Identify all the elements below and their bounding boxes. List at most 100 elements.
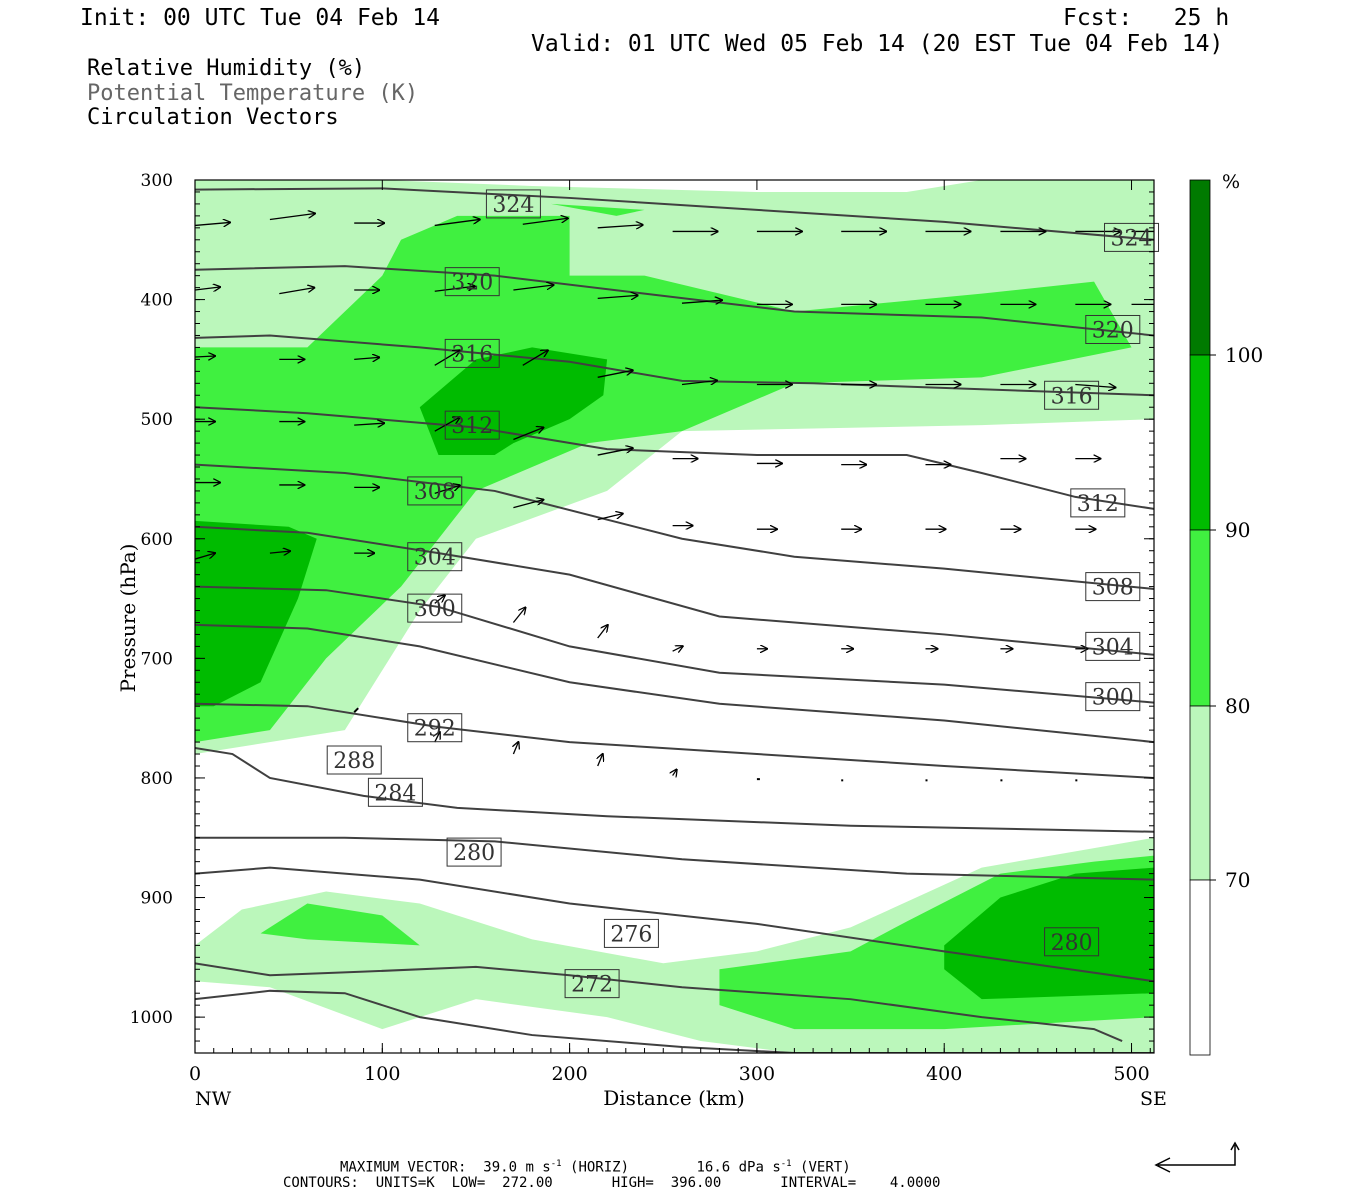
axis-layer: 0 100 200 300 400 500 300 400 500 600 700 800 900 100… — [130, 171, 1154, 1085]
contour-label-324: 324 — [492, 193, 534, 218]
vector — [195, 287, 220, 290]
contour-label-box — [603, 918, 659, 948]
theta-contour-layer — [195, 187, 1154, 1053]
contour-label-box — [564, 969, 620, 999]
colorbar-segment — [1189, 879, 1211, 1056]
contour-label-312: 312 — [451, 414, 493, 439]
contour-label-box — [444, 410, 500, 440]
contour-label-324: 324 — [1111, 226, 1153, 251]
vector — [522, 218, 568, 225]
theta-contour-288 — [195, 747, 1154, 833]
contour-label-300: 300 — [414, 597, 456, 622]
vector — [522, 350, 548, 366]
theta-contour-284 — [195, 836, 1154, 881]
y-tick-label: 500 — [141, 410, 173, 430]
max-vector-note: MAXIMUM VECTOR: 39.0 m s-1 (HORIZ) 16.6 … — [340, 1159, 851, 1176]
theta-contour-296 — [195, 623, 1154, 744]
legend-circulation-vectors: Circulation Vectors — [87, 105, 339, 130]
reference-vector-icon — [1154, 1141, 1240, 1173]
colorbar-segment — [1189, 354, 1211, 531]
colorbar-label: 70 — [1225, 868, 1250, 892]
contour-label-box — [367, 777, 423, 807]
contour-label-308: 308 — [414, 480, 456, 505]
vector — [434, 219, 480, 227]
x-tick-label: 200 — [551, 1063, 587, 1085]
colorbar-label: 100 — [1225, 343, 1263, 367]
theta-contour-292 — [195, 702, 1154, 779]
rh-region-80-3 — [550, 203, 645, 216]
contour-label-layer: 324 324 320 320 316 316 312 312 308 308 304 304 300 3… — [326, 189, 1160, 999]
y-tick-label: 300 — [141, 171, 173, 191]
theta-contour-304 — [195, 525, 1154, 656]
y-tick-label: 700 — [141, 649, 173, 669]
contour-label-box — [1085, 682, 1141, 712]
x-tick-label: 400 — [926, 1063, 962, 1085]
contour-label-280: 280 — [1051, 931, 1093, 956]
theta-contour-276 — [195, 962, 1123, 1042]
theta-contour-312 — [195, 406, 1154, 510]
vector — [434, 595, 445, 604]
contour-label-272: 272 — [571, 973, 613, 998]
contour-label-box — [446, 837, 502, 867]
legend-potential-temperature: Potential Temperature (K) — [87, 81, 419, 106]
vector — [673, 770, 677, 776]
vector — [513, 285, 553, 291]
contour-label-316: 316 — [451, 342, 493, 367]
plot-frame — [194, 179, 1155, 1054]
vector — [434, 286, 475, 292]
contour-label-box — [407, 713, 463, 743]
x-end-right-label: SE — [1140, 1088, 1167, 1110]
rh-region-90-2 — [419, 347, 608, 456]
theta-contour-324 — [195, 187, 1154, 241]
vector — [354, 423, 384, 425]
colorbar-unit: % — [1222, 171, 1240, 193]
vector — [279, 288, 314, 295]
vector — [672, 646, 683, 651]
contour-label-box — [326, 745, 382, 775]
colorbar-segment — [1189, 705, 1211, 881]
vector — [269, 213, 315, 221]
colorbar-label: 80 — [1225, 694, 1250, 718]
vector — [434, 417, 460, 432]
contour-info-note: CONTOURS: UNITS=K LOW= 272.00 HIGH= 396.… — [283, 1175, 941, 1191]
init-time: Init: 00 UTC Tue 04 Feb 14 — [80, 5, 441, 31]
x-tick-label: 100 — [364, 1063, 400, 1085]
vector — [195, 553, 215, 560]
y-tick-label: 600 — [141, 530, 173, 550]
vector — [513, 500, 543, 509]
vector — [597, 625, 608, 639]
colorbar-segment — [1189, 179, 1211, 356]
vector — [195, 222, 230, 225]
contour-label-box — [1044, 380, 1100, 410]
x-end-left-label: NW — [195, 1088, 232, 1110]
theta-contour-308 — [195, 463, 1154, 590]
theta-contour-320 — [195, 265, 1154, 337]
contour-label-box — [407, 542, 463, 572]
y-tick-label: 1000 — [130, 1008, 173, 1028]
contour-label-284: 284 — [374, 781, 416, 806]
contour-label-316: 316 — [1051, 384, 1093, 409]
vector — [195, 356, 215, 357]
contour-label-300: 300 — [1092, 686, 1134, 711]
rh-region-80-6 — [260, 903, 420, 946]
contour-label-box — [407, 593, 463, 623]
y-tick-label: 400 — [141, 291, 173, 311]
y-tick-label: 800 — [141, 769, 173, 789]
contour-label-box — [1085, 572, 1141, 602]
x-axis-title: Distance (km) — [603, 1086, 745, 1110]
contour-label-288: 288 — [333, 749, 375, 774]
contour-label-box — [485, 189, 541, 219]
vector — [597, 448, 633, 456]
rh-region-90-4 — [195, 520, 317, 707]
humidity-fill-layer — [195, 180, 1154, 1053]
contour-label-312: 312 — [1077, 492, 1119, 517]
theta-contour-300 — [195, 585, 1154, 704]
valid-time: Valid: 01 UTC Wed 05 Feb 14 (20 EST Tue … — [531, 31, 1224, 57]
vector — [598, 754, 603, 767]
contour-label-280: 280 — [453, 841, 495, 866]
y-tick-label: 900 — [141, 889, 173, 909]
vector — [354, 357, 379, 359]
contour-label-320: 320 — [1092, 318, 1134, 343]
contour-label-292: 292 — [414, 717, 456, 742]
contour-label-box — [1044, 927, 1100, 957]
